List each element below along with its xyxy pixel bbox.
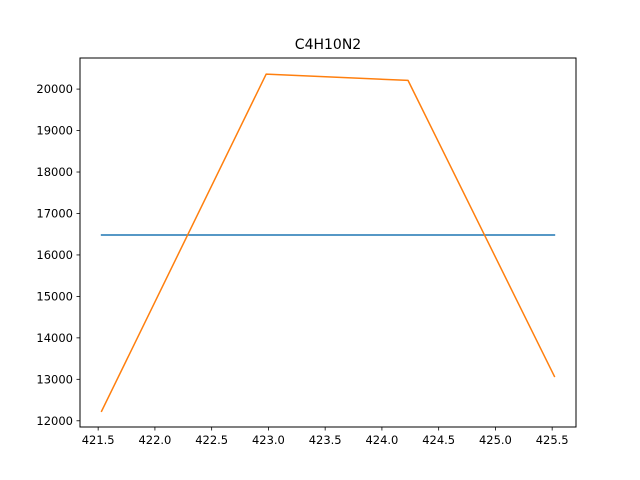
chart-title: C4H10N2 <box>295 37 361 53</box>
x-tick-label: 424.5 <box>422 433 455 447</box>
x-tick-label: 423.0 <box>252 433 285 447</box>
plot-frame <box>79 57 577 428</box>
y-tick-label: 14000 <box>36 331 73 345</box>
x-tick-label: 425.5 <box>536 433 569 447</box>
x-tick-label: 422.5 <box>195 433 228 447</box>
x-tick-label: 425.0 <box>479 433 512 447</box>
x-axis: 421.5 422.0 422.5 423.0 423.5 424.0 424.5 425.0… <box>82 427 569 447</box>
y-tick-label: 20000 <box>36 82 73 96</box>
x-tick-label: 421.5 <box>82 433 115 447</box>
y-tick-label: 18000 <box>36 165 73 179</box>
x-tick-label: 423.5 <box>309 433 342 447</box>
y-tick-label: 15000 <box>36 289 73 303</box>
y-axis: 12000 13000 14000 15000 16000 17000 18000 19000… <box>36 82 80 428</box>
y-tick-label: 12000 <box>36 414 73 428</box>
y-tick-label: 13000 <box>36 372 73 386</box>
y-tick-label: 16000 <box>36 248 73 262</box>
y-tick-label: 17000 <box>36 206 73 220</box>
y-tick-label: 19000 <box>36 124 73 138</box>
series-layer <box>100 73 556 413</box>
series-line-2 <box>100 73 556 413</box>
x-tick-label: 424.0 <box>365 433 398 447</box>
x-tick-label: 422.0 <box>138 433 171 447</box>
